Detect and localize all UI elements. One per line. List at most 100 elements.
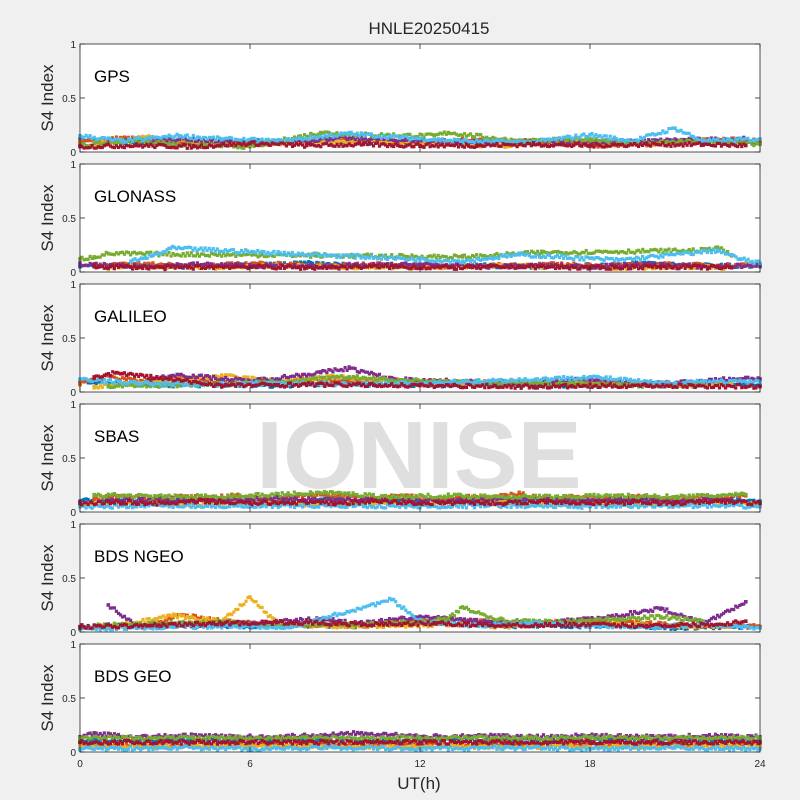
data-point	[141, 136, 145, 140]
data-point	[386, 132, 390, 136]
data-point	[299, 267, 303, 271]
data-point	[183, 143, 187, 147]
data-point	[497, 138, 501, 142]
data-point	[602, 138, 606, 142]
data-point	[131, 267, 135, 271]
data-point	[556, 139, 560, 143]
data-point	[250, 143, 254, 147]
data-point	[485, 135, 489, 139]
data-point	[665, 130, 669, 134]
data-point	[738, 257, 742, 261]
data-point	[165, 139, 169, 143]
data-point	[697, 136, 701, 140]
data-point	[404, 138, 408, 142]
data-point	[580, 139, 584, 143]
data-point	[507, 144, 511, 148]
data-point	[410, 140, 414, 144]
data-point	[592, 138, 596, 142]
data-point	[675, 138, 679, 142]
data-point	[297, 138, 301, 143]
data-point	[381, 254, 386, 258]
data-point	[216, 141, 220, 145]
data-point	[396, 140, 400, 144]
data-point	[420, 136, 424, 140]
data-point	[88, 138, 92, 142]
data-point	[157, 251, 162, 256]
data-point	[106, 251, 111, 256]
data-point	[416, 135, 420, 139]
data-point	[191, 136, 195, 140]
data-point	[219, 137, 224, 141]
data-point	[171, 141, 175, 145]
data-point	[96, 140, 100, 144]
data-point	[120, 136, 125, 140]
data-point	[218, 138, 222, 142]
data-point	[477, 138, 481, 142]
data-point	[345, 137, 349, 142]
data-point	[169, 138, 173, 142]
data-point	[305, 134, 309, 139]
data-point	[260, 143, 264, 147]
data-point	[351, 253, 355, 257]
data-point	[145, 138, 149, 142]
data-point	[191, 267, 195, 271]
data-point	[114, 135, 118, 139]
data-point	[562, 138, 566, 143]
data-point	[454, 267, 458, 271]
data-point	[195, 141, 199, 145]
data-point	[286, 137, 291, 141]
data-point	[683, 138, 687, 142]
data-point	[151, 138, 155, 142]
data-point	[661, 261, 665, 266]
data-point	[582, 258, 586, 262]
data-point	[201, 142, 206, 146]
data-point	[517, 264, 521, 269]
data-point	[248, 141, 252, 146]
data-point	[187, 253, 191, 258]
data-point	[238, 145, 242, 149]
data-point	[428, 140, 432, 144]
data-point	[331, 140, 335, 145]
y-axis-label: S4 Index	[38, 64, 57, 132]
data-point	[175, 141, 179, 145]
data-point	[351, 135, 355, 139]
data-point	[625, 251, 629, 255]
data-point	[626, 138, 631, 142]
data-point	[448, 132, 452, 136]
data-point	[649, 139, 653, 144]
data-point	[345, 140, 349, 144]
data-point	[189, 136, 193, 141]
data-point	[388, 266, 392, 271]
data-point	[379, 136, 384, 140]
data-point	[191, 140, 196, 145]
data-point	[329, 137, 333, 141]
data-point	[309, 140, 313, 144]
data-point	[347, 131, 351, 136]
data-point	[207, 137, 212, 141]
data-point	[214, 138, 218, 142]
data-point	[568, 139, 572, 143]
data-point	[307, 137, 311, 141]
data-point	[408, 141, 412, 145]
data-point	[456, 140, 461, 144]
data-point	[197, 263, 201, 267]
data-point	[738, 263, 742, 267]
data-point	[422, 141, 426, 145]
data-point	[420, 142, 424, 146]
data-point	[566, 138, 570, 142]
data-point	[339, 133, 343, 137]
data-point	[363, 137, 367, 141]
y-tick-label: 0	[70, 268, 76, 279]
data-point	[552, 140, 556, 144]
data-point	[149, 139, 153, 143]
data-point	[311, 132, 315, 136]
data-point	[590, 144, 594, 148]
data-point	[462, 132, 467, 136]
data-point	[479, 133, 483, 137]
data-point	[327, 138, 331, 142]
data-point	[343, 137, 347, 141]
data-point	[464, 134, 469, 138]
data-point	[384, 140, 388, 144]
data-point	[596, 138, 600, 143]
data-point	[177, 137, 181, 141]
